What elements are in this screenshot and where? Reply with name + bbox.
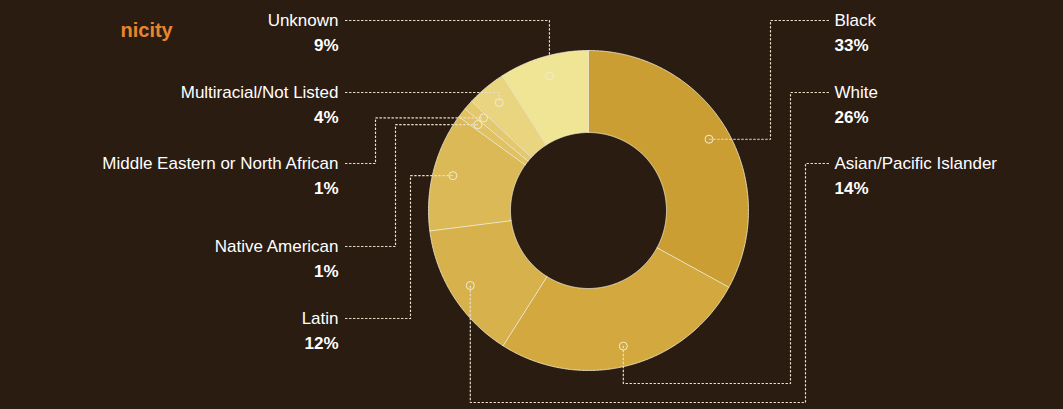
svg-text:1%: 1%	[314, 262, 339, 281]
svg-text:Latin: Latin	[302, 309, 339, 328]
svg-text:Native American: Native American	[215, 237, 339, 256]
svg-text:Asian/Pacific Islander: Asian/Pacific Islander	[835, 154, 998, 173]
svg-text:Middle Eastern or North Africa: Middle Eastern or North African	[102, 154, 338, 173]
svg-text:White: White	[835, 83, 878, 102]
svg-text:nicity: nicity	[121, 19, 174, 41]
svg-text:26%: 26%	[835, 108, 869, 127]
svg-text:33%: 33%	[835, 36, 869, 55]
svg-text:Multiracial/Not Listed: Multiracial/Not Listed	[181, 83, 339, 102]
svg-text:14%: 14%	[835, 179, 869, 198]
svg-text:9%: 9%	[314, 36, 339, 55]
svg-text:Black: Black	[835, 11, 877, 30]
svg-text:4%: 4%	[314, 108, 339, 127]
svg-text:1%: 1%	[314, 179, 339, 198]
svg-text:Unknown: Unknown	[268, 11, 339, 30]
svg-text:12%: 12%	[304, 334, 338, 353]
